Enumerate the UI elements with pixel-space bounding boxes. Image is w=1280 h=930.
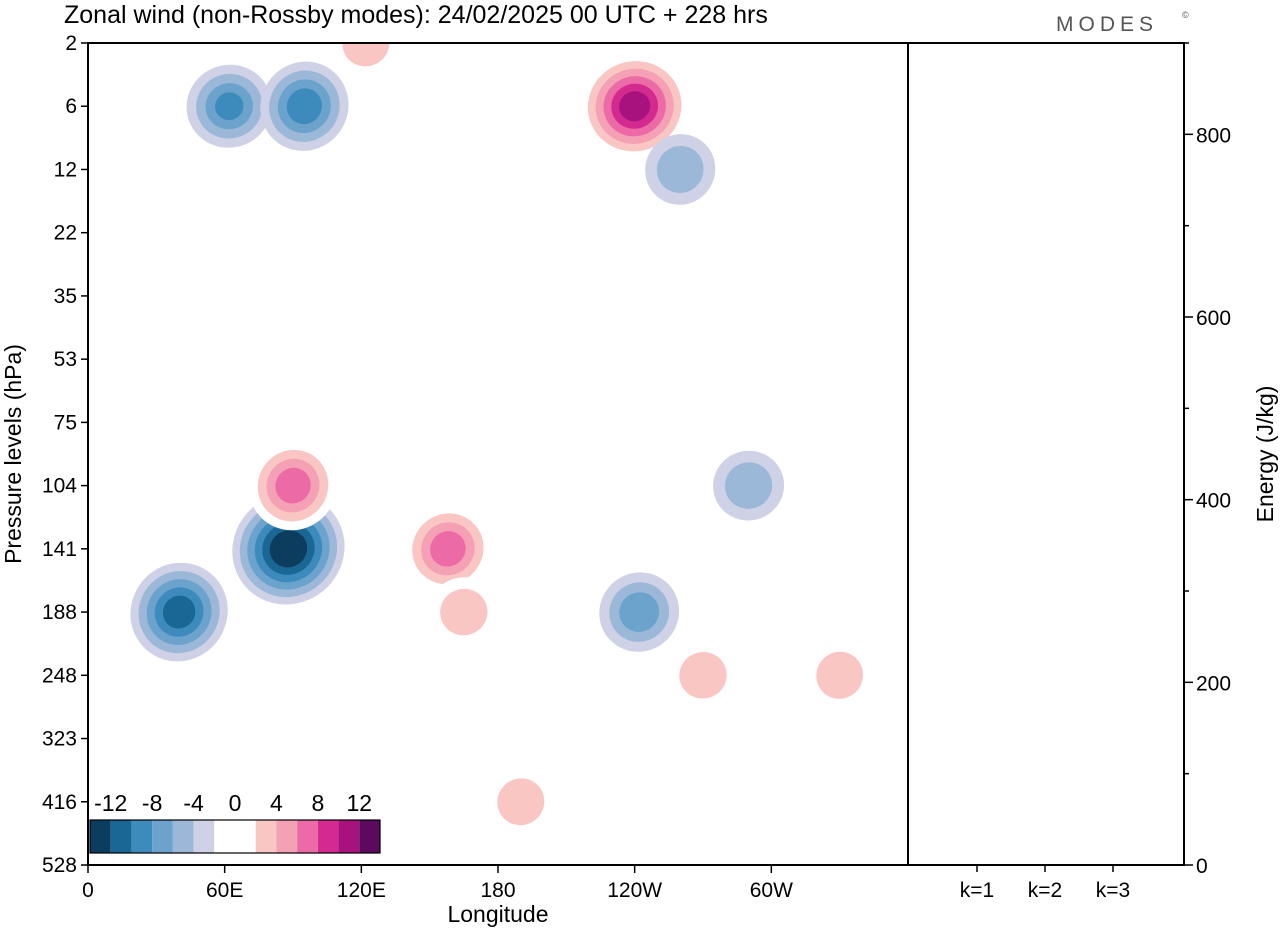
heatmap-plot [130,43,875,837]
x-tick-label: 60E [206,879,243,902]
y-tick-label: 35 [54,285,77,308]
contour-band [816,651,864,699]
colorbar: -12 -8 -4 0 4 8 12 [89,790,381,854]
x-tick-label: 0 [82,879,94,902]
colorbar-label: -12 [94,790,127,816]
energy-tick-label: 200 [1196,672,1231,695]
wind-feature [428,577,500,647]
wind-feature [403,504,493,594]
colorbar-label: 0 [229,790,242,816]
colorbar-label: 4 [270,790,283,816]
wind-feature [599,572,680,652]
colorbar-swatch [152,820,173,853]
chart-title: Zonal wind (non-Rossby modes): 24/02/202… [64,1,768,29]
contour-band [430,531,466,567]
y-tick-label: 248 [42,664,77,687]
colorbar-swatch [90,820,111,853]
y-tick-label: 12 [54,158,77,181]
energy-category-label: k=2 [1028,879,1062,902]
contour-band [656,145,704,194]
wind-feature [667,640,739,711]
contour-band [679,652,727,699]
colorbar-label: -8 [142,790,162,816]
energy-tick-label: 800 [1196,124,1231,147]
wind-feature [248,440,338,531]
energy-category-label: k=3 [1096,879,1130,902]
energy-tick-label: 600 [1196,307,1231,330]
colorbar-label: 8 [311,790,324,816]
energy-tick-label: 400 [1196,490,1231,513]
contour-band [214,92,244,121]
colorbar-label: -4 [183,790,204,816]
wind-feature [186,64,272,148]
brand-logo: MODES [1056,13,1158,36]
y-tick-label: 528 [42,854,77,877]
energy-bar [965,864,989,866]
energy-plot: 0 200 400 600 800 k=1 k=2 k=3 [960,42,1231,902]
heatmap-frame [87,42,909,866]
y-tick-label: 2 [65,32,77,55]
colorbar-swatch [193,820,215,853]
wind-feature [713,450,785,521]
colorbar-swatch [131,820,153,853]
colorbar-swatch [235,820,256,853]
contour-band [619,91,651,122]
contour-band [619,592,660,632]
wind-feature [645,134,716,205]
energy-axis-label: Energy (J/kg) [1252,386,1278,523]
colorbar-swatch [110,820,132,853]
wind-feature [130,562,228,662]
contour-band [275,467,311,504]
y-tick-label: 53 [54,348,77,371]
contour-band [724,462,773,509]
energy-category-label: k=1 [960,879,994,902]
x-axis-label: Longitude [447,901,548,927]
wind-feature [485,766,557,837]
y-axis-ticks: 2 6 12 22 35 53 75 104 141 188 248 323 416 528 [42,32,88,877]
energy-tick-label: 0 [1196,855,1208,878]
colorbar-label: 12 [346,790,372,816]
y-tick-label: 22 [54,222,77,245]
colorbar-swatch [338,820,360,853]
contour-band [162,595,196,629]
x-tick-label: 120E [337,879,386,902]
y-tick-label: 416 [42,791,77,814]
y-tick-label: 104 [42,475,77,498]
colorbar-frame [89,819,381,854]
colorbar-swatch [359,820,380,853]
x-tick-label: 180 [480,879,515,902]
x-tick-label: 120W [607,879,662,902]
colorbar-swatch [297,820,318,853]
x-tick-label: 60W [750,879,793,902]
wind-feature [804,639,875,711]
wind-feature [580,53,690,159]
brand-mark: © [1182,10,1189,20]
colorbar-swatch [255,820,277,853]
y-tick-label: 6 [65,95,77,118]
contour-band [497,778,545,826]
colorbar-swatch [276,820,298,853]
colorbar-swatch [172,820,194,853]
y-tick-label: 323 [42,728,77,751]
colorbar-swatch [317,820,339,853]
energy-bar [1101,864,1125,866]
y-axis-label: Pressure levels (hPa) [0,344,26,564]
y-tick-label: 188 [42,601,77,624]
y-tick-label: 141 [42,538,77,561]
contour-band [277,537,300,560]
energy-bar [1033,864,1057,866]
contour-band [286,88,323,125]
y-tick-label: 75 [54,411,77,434]
contour-band [440,588,488,636]
x-axis-ticks: 0 60E 120E 180 120W 60W [82,865,793,902]
colorbar-swatch [214,820,235,853]
energy-frame [907,42,1185,866]
wind-feature [260,61,349,151]
